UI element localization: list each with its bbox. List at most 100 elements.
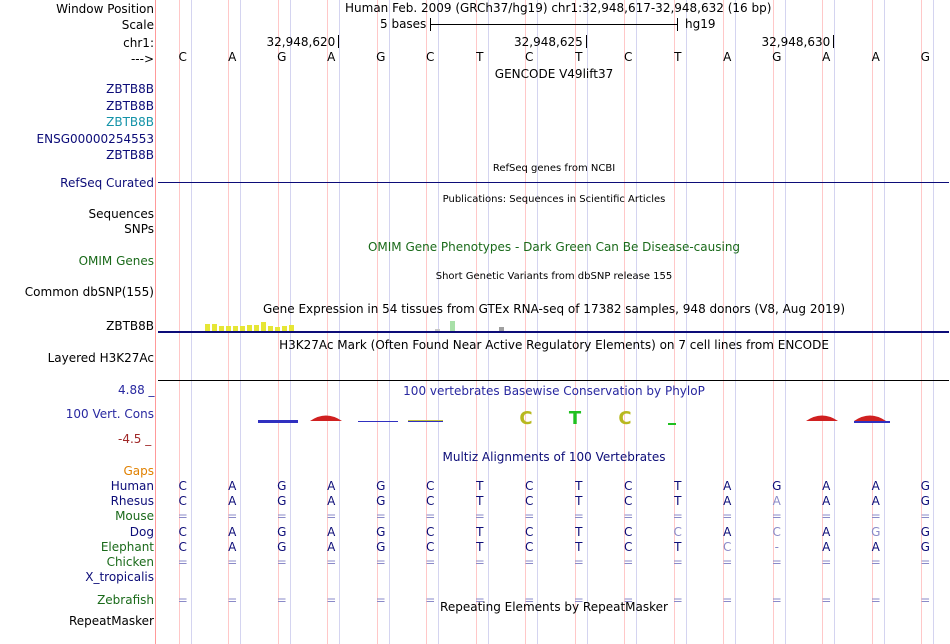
alignment-base: C: [723, 539, 732, 554]
gencode-transcript-bar[interactable]: [158, 134, 949, 144]
species-label[interactable]: Elephant: [100, 539, 154, 554]
alignment-base: G: [277, 539, 287, 554]
alignment-base: C: [178, 479, 187, 493]
gtex-tissue-bar[interactable]: [247, 325, 252, 331]
alignment-base: T: [575, 494, 583, 509]
alignment-base: A: [327, 479, 336, 493]
gtex-gene-label[interactable]: ZBTB8B: [106, 319, 154, 333]
alignment-base: T: [575, 524, 583, 539]
species-label[interactable]: Human: [110, 479, 154, 493]
refseq-gene-line[interactable]: [158, 182, 949, 183]
species-label[interactable]: Rhesus: [110, 494, 154, 509]
gtex-tissue-bar[interactable]: [261, 322, 266, 331]
gencode-transcript-bar[interactable]: [158, 151, 949, 160]
logo-mark-a5: [408, 420, 443, 421]
dbsnp-label[interactable]: Common dbSNP(155): [24, 285, 154, 299]
alignment-base: A: [822, 479, 831, 493]
alignment-base: =: [375, 555, 386, 569]
label-column-border: [155, 0, 156, 644]
reference-base: C: [178, 50, 187, 64]
window-position-label: Window Position: [56, 2, 154, 16]
alignment-base: =: [920, 509, 931, 524]
refseq-curated-label[interactable]: RefSeq Curated: [60, 176, 154, 190]
reference-base: G: [772, 50, 782, 64]
alignment-base: =: [375, 509, 386, 524]
species-label[interactable]: X_tropicalis: [85, 570, 154, 585]
alignment-base: =: [326, 509, 337, 524]
alignment-base: C: [178, 494, 187, 509]
alignment-base: =: [771, 555, 782, 569]
species-label[interactable]: Mouse: [115, 509, 154, 524]
alignment-base: =: [227, 593, 238, 608]
alignment-base: C: [525, 524, 534, 539]
publications-snps-label[interactable]: SNPs: [124, 222, 154, 236]
logo-letter-t: T: [569, 408, 582, 429]
logo-mark-a4: [408, 421, 443, 422]
gencode-transcript-bar[interactable]: [158, 101, 949, 111]
gencode-transcript-label[interactable]: ZBTB8B: [106, 148, 154, 162]
conservation-min-label: -4.5 _: [118, 432, 152, 446]
alignment-base: G: [277, 524, 287, 539]
gtex-tissue-bar[interactable]: [499, 327, 504, 331]
alignment-base: C: [624, 479, 633, 493]
gtex-tissue-bar[interactable]: [205, 324, 210, 331]
alignment-base: C: [624, 494, 633, 509]
conservation-logo[interactable]: C T C: [158, 400, 950, 436]
alignment-base: =: [623, 555, 634, 569]
gencode-transcript-label[interactable]: ENSG00000254553: [36, 131, 154, 146]
alignment-base: A: [871, 479, 880, 493]
alignment-base: A: [871, 539, 880, 554]
gencode-transcript-bar[interactable]: [158, 85, 949, 94]
alignment-base: A: [822, 494, 831, 509]
gencode-track-title: GENCODE V49lift37: [494, 67, 614, 81]
reference-base: G: [920, 50, 930, 64]
repeatmasker-track-title: Repeating Elements by RepeatMasker: [440, 600, 668, 614]
logo-letter-c: C: [519, 408, 532, 429]
alignment-base: =: [276, 555, 287, 569]
alignment-base: A: [723, 524, 732, 539]
alignment-base: T: [674, 479, 682, 493]
species-label[interactable]: Dog: [129, 524, 154, 539]
species-label[interactable]: Chicken: [106, 555, 154, 569]
gtex-gene-line[interactable]: [158, 331, 949, 333]
h3k27ac-track-title: H3K27Ac Mark (Often Found Near Active Re…: [279, 338, 829, 352]
alignment-base: =: [672, 555, 683, 569]
ruler-tick: [585, 35, 587, 48]
gtex-tissue-bar[interactable]: [282, 326, 287, 331]
alignment-base: =: [672, 509, 683, 524]
gtex-tissue-bar[interactable]: [212, 324, 217, 331]
gencode-transcript-bar[interactable]: [158, 118, 949, 127]
gtex-tissue-bar[interactable]: [289, 325, 294, 331]
gtex-tissue-bar[interactable]: [233, 326, 238, 331]
alignment-base: T: [476, 494, 484, 509]
alignment-base: =: [326, 593, 337, 608]
reference-base: C: [624, 50, 633, 64]
reference-base: T: [575, 50, 583, 64]
alignment-base: =: [870, 593, 881, 608]
gtex-tissue-bar[interactable]: [226, 326, 231, 331]
gtex-tissue-bar[interactable]: [219, 326, 224, 331]
multiz-track-title: Multiz Alignments of 100 Vertebrates: [442, 450, 666, 464]
gencode-transcript-label[interactable]: ZBTB8B: [106, 115, 154, 129]
gtex-tissue-bar[interactable]: [240, 326, 245, 331]
publications-sequences-label[interactable]: Sequences: [88, 207, 154, 221]
alignment-base: =: [524, 509, 535, 524]
species-label[interactable]: Zebrafish: [97, 593, 154, 608]
alignment-base: =: [771, 509, 782, 524]
conservation-label[interactable]: 100 Vert. Cons: [65, 407, 154, 421]
h3k27ac-label[interactable]: Layered H3K27Ac: [47, 351, 154, 365]
gtex-tissue-bar[interactable]: [450, 321, 455, 331]
gencode-transcript-label[interactable]: ZBTB8B: [106, 82, 154, 96]
alignment-base: =: [573, 593, 584, 608]
alignment-base: G: [772, 479, 782, 493]
gtex-tissue-bar[interactable]: [435, 329, 440, 331]
gaps-label[interactable]: Gaps: [123, 464, 154, 478]
gtex-tissue-bar[interactable]: [254, 325, 259, 331]
omim-genes-label[interactable]: OMIM Genes: [78, 254, 154, 268]
gencode-transcript-label[interactable]: ZBTB8B: [106, 98, 154, 113]
gtex-tissue-bar[interactable]: [268, 326, 273, 331]
gtex-tissue-bar[interactable]: [275, 327, 280, 331]
alignment-base: =: [821, 509, 832, 524]
repeatmasker-label[interactable]: RepeatMasker: [68, 614, 154, 628]
